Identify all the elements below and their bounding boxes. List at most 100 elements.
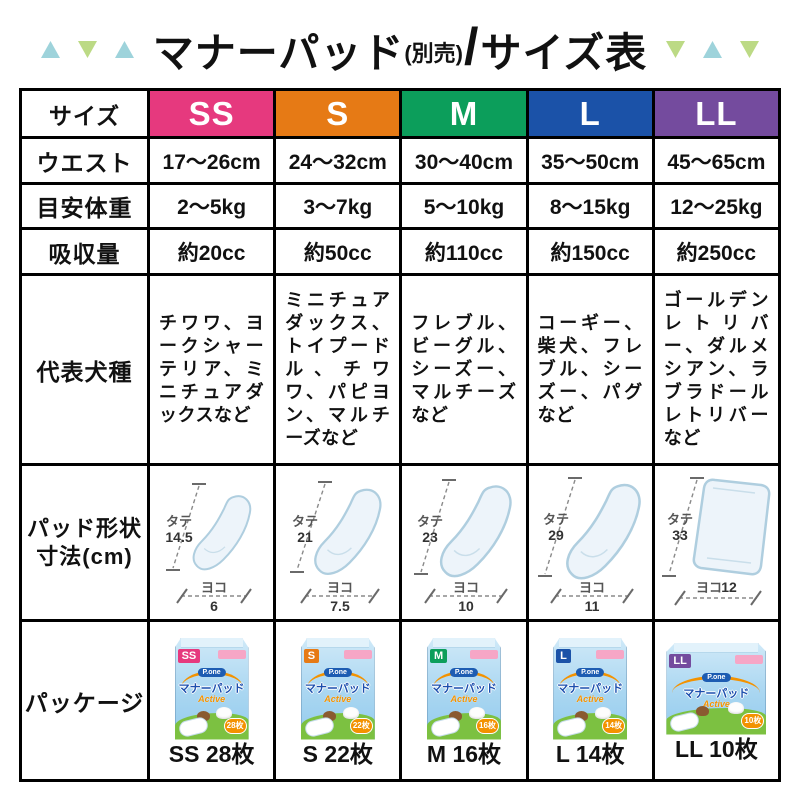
package-flap [674,642,759,653]
title-main: マナーパッド [152,30,405,76]
pad-shape-label-line1: パッド形状 [26,516,142,542]
waist-value-l: 35〜50cm [525,136,655,185]
svg-text:タテ: タテ [417,514,443,529]
svg-text:ヨコ: ヨコ [579,580,605,595]
triangle-down-icon [666,40,686,58]
package-size-tag: L [556,648,571,663]
pad-shape-diagram-icon: タテ 14.5 ヨコ 6 [165,482,252,614]
svg-text:21: 21 [297,529,313,545]
svg-text:10: 10 [458,598,474,614]
table-row-breeds: 代表犬種 チワワ、ヨークシャーテリア、ミニチュアダックスなど ミニチュアダックス… [19,273,782,466]
size-header-ss: SS [146,88,277,139]
subbrand-label: Active [450,693,478,704]
svg-text:14.5: 14.5 [165,529,192,545]
row-label-breeds: 代表犬種 [19,273,150,466]
package-illustration-ll: LL P.one マナーパッド Active 10枚 [666,642,767,735]
svg-text:ヨコ: ヨコ [696,580,722,595]
table-row-package: パッケージ SS P.one マナーパッド Active 28枚 SS 28枚 [19,619,782,782]
table-row-weight: 目安体重 2〜5kg 3〜7kg 5〜10kg 8〜15kg 12〜25kg [19,182,782,230]
svg-text:23: 23 [422,529,438,545]
subbrand-label: Active [324,693,352,704]
package-band [217,649,246,659]
package-band [596,649,625,659]
table-row-size: サイズ SS S M L LL [19,88,782,139]
package-caption: LL 10枚 [675,735,758,762]
pad-shape-diagram-icon: タテ 33 ヨコ 12 [662,476,771,606]
package-flap [559,637,622,648]
breeds-value-s: ミニチュアダックス、トイプードル、チワワ、パピヨン、マルチーズなど [273,273,403,466]
package-illustration-s: S P.one マナーパッド Active 22枚 [300,637,375,740]
svg-text:ヨコ: ヨコ [201,580,227,595]
product-name: マナーパッド [557,682,624,695]
size-table: サイズ SS S M L LL ウエスト 17〜26cm 24〜32cm 30〜… [19,88,782,782]
absorption-value-s: 約50cc [273,227,403,276]
brand-logo: P.one [576,667,605,677]
svg-text:29: 29 [548,527,564,543]
package-illustration-l: L P.one マナーパッド Active 14枚 [553,637,628,740]
svg-text:12: 12 [722,579,738,595]
package-band [469,649,498,659]
pad-diagram-l: タテ 29 ヨコ 11 [525,463,655,622]
package-size-tag: M [429,648,448,663]
subbrand-label: Active [576,693,604,704]
brand-logo: P.one [323,667,352,677]
product-name: マナーパッド [431,682,497,695]
svg-text:33: 33 [673,527,689,543]
triangle-up-icon [40,40,60,58]
breeds-value-ss: チワワ、ヨークシャーテリア、ミニチュアダックスなど [146,273,277,466]
waist-value-m: 30〜40cm [399,136,529,185]
package-caption: SS 28枚 [168,740,255,767]
waist-value-ll: 45〜65cm [651,136,782,185]
size-header-m: M [399,88,529,139]
svg-text:タテ: タテ [667,512,693,527]
pad-shape-diagram-icon: タテ 21 ヨコ 7.5 [289,480,382,614]
row-label-weight: 目安体重 [19,182,150,230]
triangle-up-icon [703,40,723,58]
package-caption: M 16枚 [426,740,502,767]
weight-value-m: 5〜10kg [399,182,529,230]
size-header-ll: LL [651,88,782,139]
absorption-value-ss: 約20cc [146,227,277,276]
page-header: マナーパッド (別売) / サイズ表 [0,0,800,86]
waist-value-ss: 17〜26cm [146,136,277,185]
product-name: マナーパッド [683,687,750,700]
breeds-value-l: コーギー、柴犬、フレブル、シーズー、パグなど [525,273,655,466]
pad-shape-diagram-icon: タテ 23 ヨコ 10 [413,478,512,614]
package-caption: L 14枚 [555,740,625,767]
table-row-pad-shape: パッド形状 寸法(cm) タテ 14.5 ヨコ 6 [19,463,782,622]
svg-text:6: 6 [210,598,218,614]
package-cell-ss: SS P.one マナーパッド Active 28枚 SS 28枚 [146,619,277,782]
count-badge: 14枚 [603,718,625,733]
package-cell-l: L P.one マナーパッド Active 14枚 L 14枚 [525,619,655,782]
row-label-size: サイズ [19,88,150,139]
svg-text:タテ: タテ [543,512,569,527]
pad-shape-label-line2: 寸法(cm) [36,543,133,569]
svg-text:ヨコ: ヨコ [453,580,479,595]
breeds-value-ll: ゴールデンレトリバー、ダルメシアン、ラブラドールレトリバーなど [651,273,782,466]
package-band [735,654,764,664]
svg-text:7.5: 7.5 [330,598,350,614]
absorption-value-l: 約150cc [525,227,655,276]
package-size-tag: LL [669,653,691,668]
package-flap [180,637,243,648]
svg-text:タテ: タテ [292,514,318,529]
triangle-up-icon [114,40,134,58]
brand-logo: P.one [197,667,226,677]
absorption-value-ll: 約250cc [651,227,782,276]
row-label-pad-shape: パッド形状 寸法(cm) [19,463,150,622]
package-caption: S 22枚 [302,740,373,767]
table-row-waist: ウエスト 17〜26cm 24〜32cm 30〜40cm 35〜50cm 45〜… [19,136,782,185]
pad-diagram-ss: タテ 14.5 ヨコ 6 [146,463,277,622]
count-badge: 22枚 [350,718,372,733]
weight-value-l: 8〜15kg [525,182,655,230]
package-flap [306,637,369,648]
package-illustration-ss: SS P.one マナーパッド Active 28枚 [174,637,249,740]
weight-value-ll: 12〜25kg [651,182,782,230]
pad-diagram-s: タテ 21 ヨコ 7.5 [273,463,403,622]
brand-logo: P.one [702,672,731,682]
svg-text:ヨコ: ヨコ [327,580,353,595]
pad-shape-diagram-icon: タテ 29 ヨコ 11 [538,476,641,614]
weight-value-s: 3〜7kg [273,182,403,230]
subbrand-label: Active [702,698,730,709]
title-paren: (別売) [404,41,463,66]
